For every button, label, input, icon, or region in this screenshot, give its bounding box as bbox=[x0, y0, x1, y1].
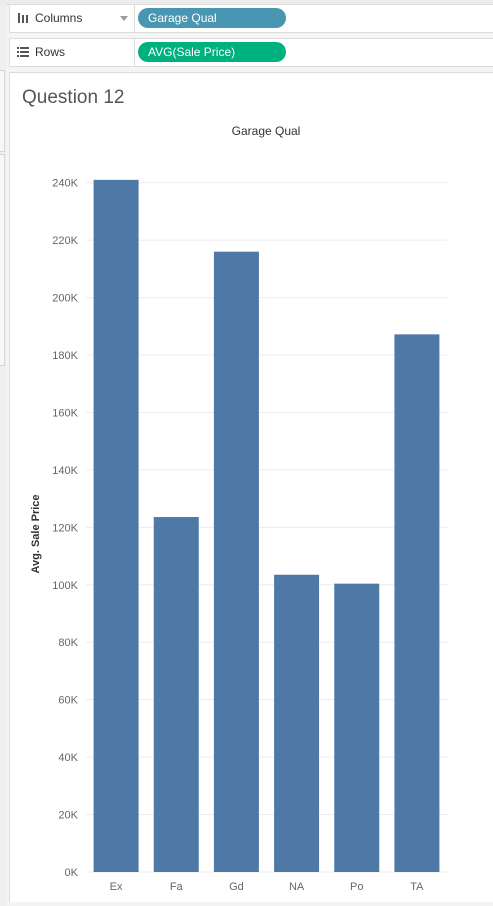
left-pane-edge bbox=[0, 4, 6, 906]
bar-chart: Garage Qual Avg. Sale Price 0K 20K 40K 60K 8… bbox=[30, 124, 447, 893]
y-tick-label: 240K bbox=[52, 178, 78, 190]
garage-qual-pill[interactable]: Garage Qual bbox=[138, 8, 286, 28]
y-tick-label: 80K bbox=[58, 637, 78, 649]
gridlines bbox=[86, 182, 447, 873]
rows-shelf-label: Rows bbox=[10, 39, 135, 66]
rows-shelf[interactable]: Rows AVG(Sale Price) bbox=[9, 38, 493, 67]
y-tick-label: 200K bbox=[52, 293, 78, 305]
y-tick-label: 40K bbox=[58, 752, 78, 764]
bar-ta[interactable] bbox=[394, 334, 440, 873]
x-axis: Ex Fa Gd NA Po TA bbox=[110, 881, 425, 893]
sheet-title: Question 12 bbox=[22, 87, 125, 108]
y-tick-label: 160K bbox=[52, 407, 78, 419]
y-tick-label: 20K bbox=[58, 810, 78, 822]
y-tick-label: 180K bbox=[52, 350, 78, 362]
x-tick-label: Gd bbox=[229, 881, 244, 893]
bar-na[interactable] bbox=[274, 574, 320, 872]
x-tick-label: Fa bbox=[170, 881, 184, 893]
bar-po[interactable] bbox=[334, 583, 380, 872]
x-tick-label: Po bbox=[350, 881, 363, 893]
bar-ex[interactable] bbox=[93, 179, 139, 872]
bar-gd[interactable] bbox=[213, 251, 259, 872]
y-tick-label: 0K bbox=[65, 867, 79, 879]
bar-fa[interactable] bbox=[153, 517, 199, 872]
left-pane-card bbox=[0, 70, 5, 152]
y-tick-label: 120K bbox=[52, 522, 78, 534]
avg-sale-price-pill[interactable]: AVG(Sale Price) bbox=[138, 42, 286, 62]
rows-icon bbox=[17, 47, 29, 57]
worksheet-panel: Question 12 Garage Qual Avg. Sale Price … bbox=[9, 72, 493, 902]
rows-label: Rows bbox=[35, 45, 66, 59]
bars bbox=[93, 179, 440, 873]
x-tick-label: NA bbox=[289, 881, 305, 893]
columns-shelf-label: Columns bbox=[10, 5, 135, 32]
y-tick-label: 100K bbox=[52, 580, 78, 592]
y-tick-label: 140K bbox=[52, 465, 78, 477]
columns-icon bbox=[18, 13, 28, 23]
chart-title: Garage Qual bbox=[232, 124, 301, 138]
columns-shelf[interactable]: Columns Garage Qual bbox=[9, 4, 493, 33]
x-tick-label: TA bbox=[410, 881, 424, 893]
y-axis: 0K 20K 40K 60K 80K 100K 120K 140K 160K 180K 200K 22… bbox=[52, 178, 78, 879]
y-tick-label: 60K bbox=[58, 695, 78, 707]
left-pane-card bbox=[0, 154, 5, 366]
y-tick-label: 220K bbox=[52, 235, 78, 247]
chevron-down-icon[interactable] bbox=[120, 16, 128, 21]
columns-label: Columns bbox=[35, 11, 83, 25]
y-axis-label: Avg. Sale Price bbox=[30, 494, 42, 573]
x-tick-label: Ex bbox=[110, 881, 123, 893]
